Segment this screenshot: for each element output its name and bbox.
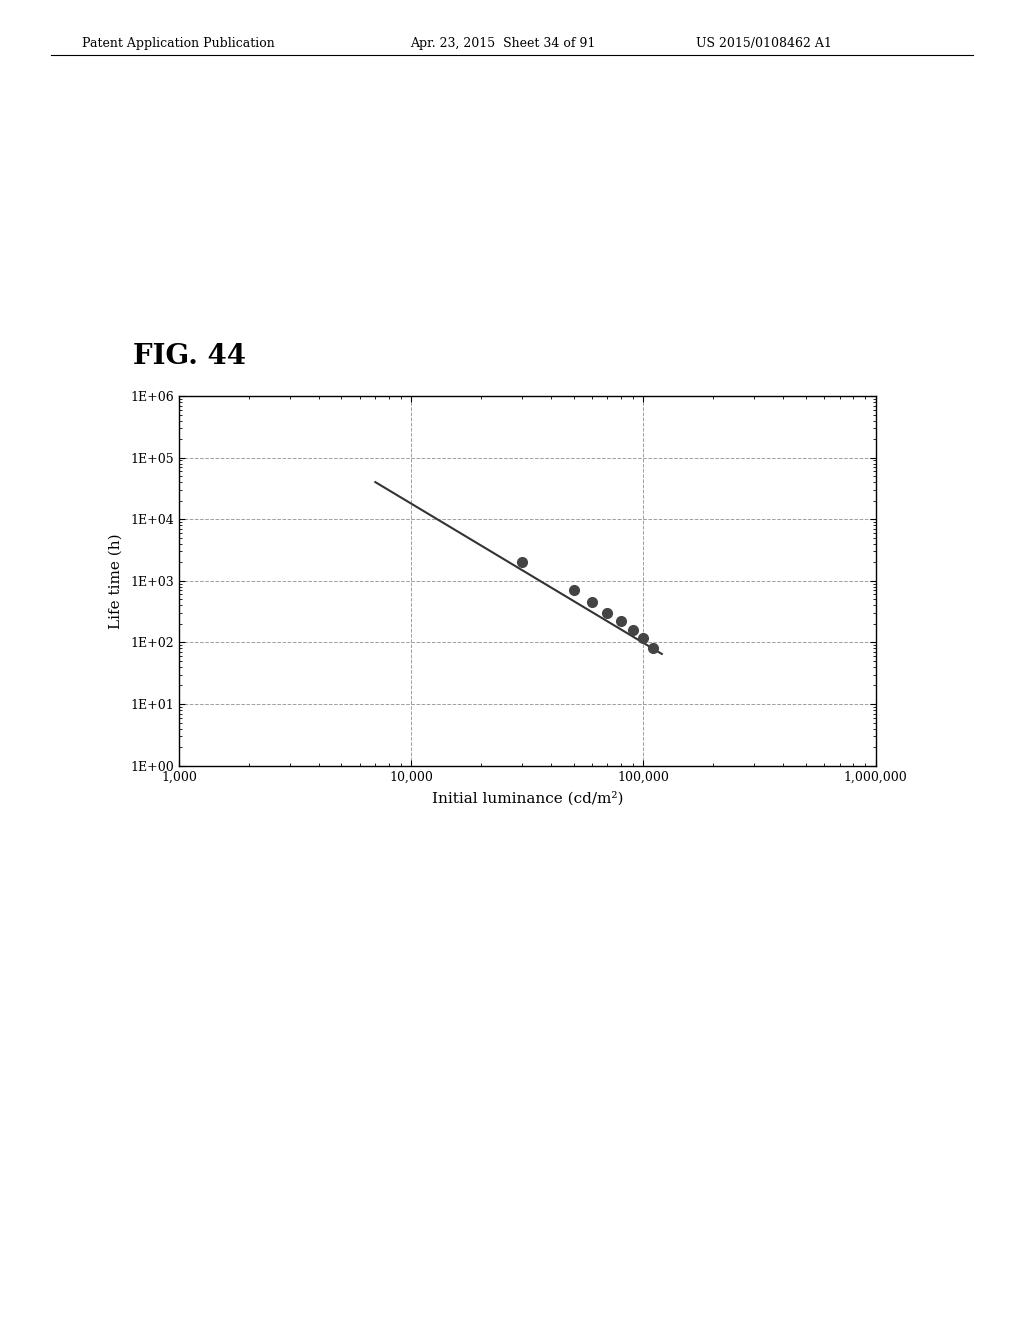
X-axis label: Initial luminance (cd/m²): Initial luminance (cd/m²) [431, 792, 624, 807]
Text: FIG. 44: FIG. 44 [133, 343, 246, 370]
Y-axis label: Life time (h): Life time (h) [109, 533, 122, 628]
Text: US 2015/0108462 A1: US 2015/0108462 A1 [696, 37, 833, 50]
Text: Patent Application Publication: Patent Application Publication [82, 37, 274, 50]
Text: Apr. 23, 2015  Sheet 34 of 91: Apr. 23, 2015 Sheet 34 of 91 [410, 37, 595, 50]
